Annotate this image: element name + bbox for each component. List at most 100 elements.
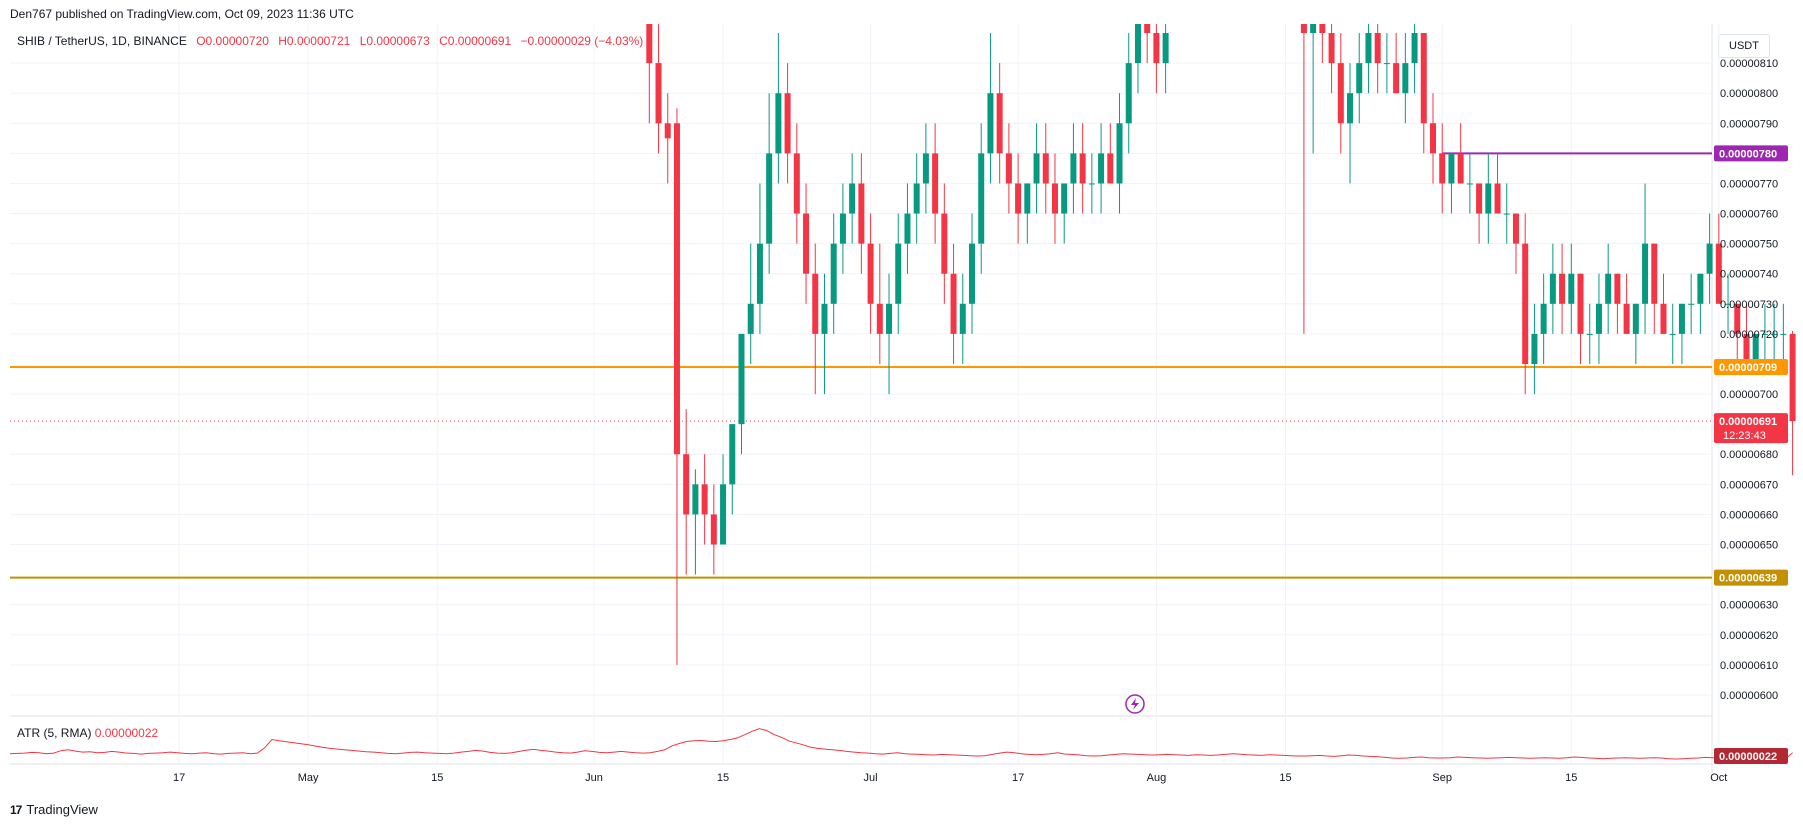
- candle-body: [1365, 33, 1372, 64]
- candle-body: [1420, 33, 1427, 124]
- candle-body: [1789, 333, 1796, 422]
- y-tick-label: 0.00000740: [1720, 269, 1778, 281]
- candle-body: [1005, 153, 1012, 184]
- candle-body: [775, 93, 782, 154]
- candle-body: [867, 243, 874, 304]
- brand-label: TradingView: [26, 802, 98, 817]
- x-tick-label: Oct: [1710, 772, 1727, 784]
- candle-body: [729, 424, 736, 485]
- candle-body: [1678, 303, 1685, 334]
- level-badge: [1714, 145, 1788, 162]
- y-tick-label: 0.00000610: [1720, 660, 1778, 672]
- candle-body: [803, 213, 810, 274]
- x-tick-label: Jul: [864, 772, 878, 784]
- time-axis[interactable]: 17May15Jun15Jul17Aug15Sep15Oct16Nov15Dec…: [173, 772, 1803, 784]
- candle-body: [1485, 183, 1492, 214]
- candle-body: [1780, 333, 1787, 335]
- y-tick-label: 0.00000700: [1720, 389, 1778, 401]
- atr-line: [9, 728, 1793, 761]
- flash-icon[interactable]: [1125, 694, 1145, 714]
- candle-body: [969, 243, 975, 304]
- x-tick-label: 15: [431, 772, 443, 784]
- candle-body: [1098, 153, 1105, 184]
- y-tick-label: 0.00000720: [1720, 329, 1778, 341]
- high-value: H0.00000721: [278, 34, 351, 48]
- y-tick-label: 0.00000730: [1720, 299, 1778, 311]
- open-value: O0.00000720: [196, 34, 269, 48]
- candle-body: [683, 454, 690, 515]
- candle-body: [839, 213, 846, 244]
- x-tick-label: Jun: [585, 772, 603, 784]
- candle-body: [1383, 63, 1390, 65]
- candle-body: [1512, 213, 1519, 244]
- candle-body: [756, 243, 763, 304]
- candle-body: [1660, 303, 1667, 334]
- candle-body: [876, 303, 883, 334]
- currency-selector[interactable]: USDT: [1718, 34, 1770, 58]
- candle-body: [655, 63, 662, 124]
- last-price-badge: [1714, 413, 1788, 444]
- countdown-label: 12:23:43: [1723, 430, 1766, 442]
- candle-body: [793, 153, 800, 214]
- candle-body: [701, 484, 708, 515]
- y-tick-label: 0.00000750: [1720, 239, 1778, 251]
- x-tick-label: May: [298, 772, 319, 784]
- candle-body: [784, 93, 791, 154]
- candle-body: [1568, 273, 1575, 304]
- x-tick-label: 17: [173, 772, 185, 784]
- candle-body: [1642, 243, 1649, 304]
- candle-body: [1540, 303, 1547, 334]
- price-chart[interactable]: 0.00000810 0.00000800 0.00000790 0.00000780…: [0, 0, 1803, 790]
- candle-body: [664, 123, 671, 139]
- y-tick-label: 0.00000790: [1720, 118, 1778, 130]
- candle-body: [1595, 303, 1602, 334]
- candle-body: [1393, 63, 1400, 94]
- candle-body: [849, 183, 856, 214]
- level-badge-label: 0.00000709: [1719, 362, 1777, 374]
- y-tick-label: 0.00000600: [1720, 690, 1778, 702]
- y-tick-label: 0.00000810: [1720, 58, 1778, 70]
- candle-body: [1448, 153, 1455, 184]
- footer-brand: 17 TradingView: [10, 802, 98, 817]
- candle-body: [1356, 63, 1363, 94]
- y-tick-label: 0.00000630: [1720, 600, 1778, 612]
- candle-body: [1752, 333, 1759, 364]
- level-badge: [1714, 569, 1788, 586]
- candle-body: [1476, 183, 1483, 214]
- x-tick-label: 15: [717, 772, 729, 784]
- candle-body: [1070, 153, 1077, 184]
- candle-body: [1134, 24, 1141, 64]
- level-badge: [1714, 358, 1788, 375]
- candle-body: [1107, 153, 1114, 184]
- candle-body: [1494, 183, 1501, 214]
- atr-badge: [1714, 748, 1788, 764]
- candle-body: [1761, 333, 1768, 335]
- candle-body: [1310, 24, 1317, 34]
- y-tick-label: 0.00000620: [1720, 630, 1778, 642]
- candle-body: [1559, 273, 1566, 304]
- candle-body: [821, 303, 828, 334]
- publish-info: Den767 published on TradingView.com, Oct…: [10, 7, 354, 21]
- y-tick-label: 0.00000770: [1720, 178, 1778, 190]
- candle-body: [1531, 333, 1538, 364]
- atr-value: 0.00000022: [94, 726, 159, 740]
- candle-body: [747, 303, 754, 334]
- candle-body: [959, 303, 966, 334]
- candle-body: [1651, 243, 1658, 304]
- atr-name[interactable]: ATR (5, RMA): [17, 726, 92, 740]
- candle-body: [1439, 153, 1446, 184]
- candles: [646, 24, 1796, 665]
- candle-body: [1337, 63, 1344, 124]
- candle-body: [1688, 303, 1695, 305]
- candle-body: [1706, 243, 1713, 274]
- candle-body: [987, 93, 994, 154]
- candle-body: [1466, 183, 1473, 185]
- candle-body: [1153, 33, 1160, 64]
- horizontal-levels[interactable]: [10, 152, 1712, 579]
- price-axis[interactable]: 0.00000810 0.00000800 0.00000790 0.00000780…: [1714, 58, 1788, 764]
- candle-body: [1697, 273, 1704, 304]
- candle-body: [1743, 333, 1750, 364]
- symbol-label[interactable]: SHIB / TetherUS, 1D, BINANCE: [17, 34, 187, 48]
- candle-body: [895, 243, 902, 304]
- candle-body: [1024, 183, 1031, 214]
